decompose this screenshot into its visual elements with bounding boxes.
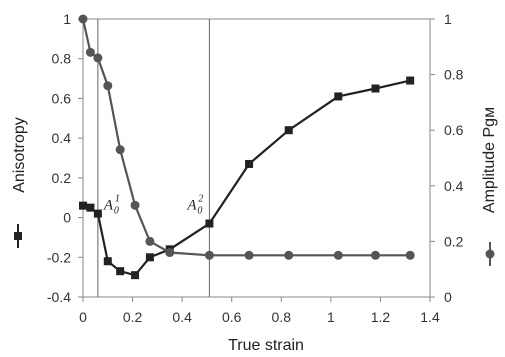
data-point-square — [86, 203, 95, 212]
plot-area — [82, 18, 431, 298]
data-point-square — [205, 219, 214, 228]
annotation-sub: 0 — [114, 206, 119, 217]
x-tick-label: 0.2 — [123, 309, 143, 325]
x-axis-title: True strain — [228, 337, 304, 354]
left-y-tick-label: 0.4 — [52, 130, 72, 146]
left-y-tick-label: -0.4 — [47, 289, 71, 305]
right-y-tick-label: 0 — [444, 289, 452, 305]
x-axis-ticks: 0 0.2 0.4 0.6 0.8 1 1.2 1.4 — [79, 297, 440, 325]
series-layer — [78, 14, 415, 280]
data-point-circle — [204, 250, 214, 260]
data-point-square — [284, 126, 293, 135]
left-y-axis-ticks: -0.4 -0.2 0 0.2 0.4 0.6 0.8 1 — [47, 11, 83, 305]
annotation-sub: 0 — [197, 206, 202, 217]
data-point-circle — [284, 250, 294, 260]
annotation-2: A 02 — [186, 194, 203, 217]
data-point-square — [406, 76, 415, 85]
right-y-axis-ticks: 0 0.2 0.4 0.6 0.8 1 — [430, 11, 464, 305]
left-legend-marker-icon — [14, 224, 22, 248]
data-point-square — [145, 253, 154, 262]
right-y-tick-label: 0.2 — [444, 233, 464, 249]
x-tick-label: 0.4 — [172, 309, 192, 325]
data-point-circle — [244, 250, 254, 260]
right-legend-marker-icon — [485, 242, 495, 266]
left-y-tick-label: 1 — [63, 11, 71, 27]
left-y-axis-title: Anisotropy — [11, 117, 28, 248]
series-line — [81, 18, 411, 257]
right-y-tick-label: 0.6 — [444, 122, 464, 138]
plot-frame — [82, 18, 431, 298]
annotation-sup: 1 — [115, 194, 120, 205]
data-point-circle — [93, 53, 103, 63]
data-point-circle — [370, 250, 380, 260]
annotation-1: A 01 — [103, 194, 120, 217]
right-y-axis-title-text: Amplitude Pgм — [481, 107, 498, 213]
left-y-tick-label: -0.2 — [47, 249, 71, 265]
data-point-square — [79, 201, 87, 210]
left-y-tick-label: 0 — [63, 210, 71, 226]
data-point-circle — [333, 250, 343, 260]
data-point-circle — [145, 236, 155, 246]
data-point-circle — [405, 250, 415, 260]
annotation-sup: 2 — [198, 194, 203, 205]
data-point-circle — [165, 248, 175, 258]
series-anisotropy — [79, 76, 415, 280]
left-y-tick-label: 0.2 — [52, 170, 72, 186]
x-tick-label: 1.4 — [420, 309, 440, 325]
data-point-circle — [130, 200, 140, 210]
x-tick-label: 0 — [79, 309, 87, 325]
series-line — [82, 79, 411, 277]
data-point-circle — [85, 47, 95, 57]
x-tick-label: 0.8 — [272, 309, 292, 325]
data-point-circle — [78, 14, 88, 24]
data-point-square — [131, 271, 140, 280]
left-y-axis-title-text: Anisotropy — [11, 117, 28, 193]
left-y-tick-label: 0.6 — [52, 90, 72, 106]
data-point-circle — [103, 81, 113, 91]
x-tick-label: 0.6 — [222, 309, 242, 325]
data-point-square — [371, 84, 380, 93]
data-point-square — [334, 92, 343, 101]
right-y-tick-label: 0.4 — [444, 178, 464, 194]
x-tick-label: 1.2 — [371, 309, 391, 325]
series-amplitude — [78, 14, 415, 260]
data-point-square — [103, 257, 112, 266]
data-point-square — [116, 267, 125, 276]
data-point-square — [245, 159, 254, 168]
annotation-base: A — [186, 198, 197, 214]
x-tick-label: 1 — [327, 309, 335, 325]
right-y-tick-label: 1 — [444, 11, 452, 27]
annotation-base: A — [103, 198, 114, 214]
right-y-tick-label: 0.8 — [444, 67, 464, 83]
data-point-square — [93, 209, 102, 218]
right-y-axis-title: Amplitude Pgм — [481, 107, 498, 266]
annotation-layer: A 01 A 02 — [103, 194, 204, 217]
data-point-circle — [115, 145, 125, 155]
left-y-tick-label: 0.8 — [52, 51, 72, 67]
